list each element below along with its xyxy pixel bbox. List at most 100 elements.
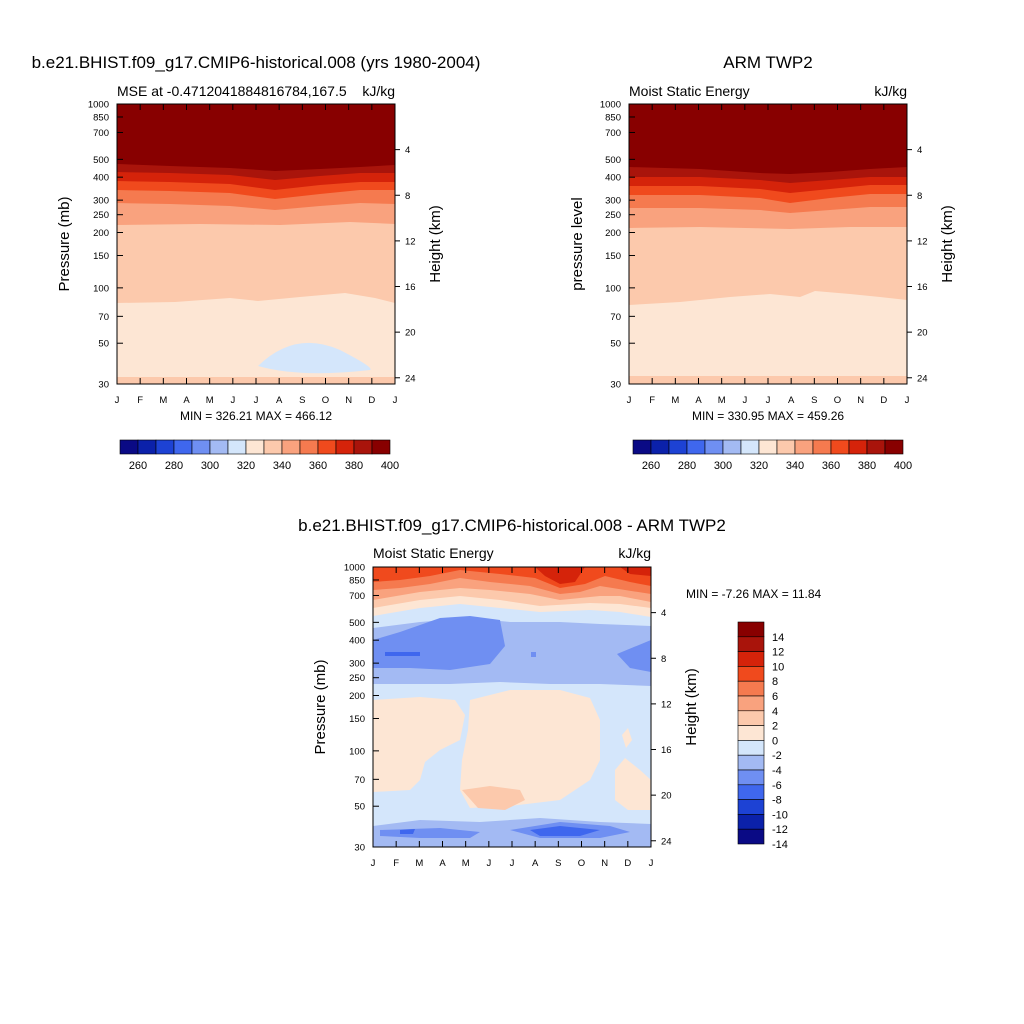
y-tick-label: 100 (93, 283, 109, 294)
x-tick-label: J (486, 858, 491, 869)
colorbar-box (776, 439, 796, 455)
band (385, 652, 420, 656)
colorbar-label: -2 (772, 750, 782, 762)
x-tick-label: A (183, 395, 190, 406)
x-tick-label: F (137, 395, 143, 406)
band (622, 728, 632, 748)
colorbar-box (686, 439, 706, 455)
y2-tick-label: 12 (661, 699, 672, 710)
x-tick-label: M (671, 395, 679, 406)
panel2-title: ARM TWP2 (723, 53, 812, 72)
colorbar-box (227, 439, 247, 455)
y-tick-label: 30 (610, 380, 621, 391)
x-tick-label: S (299, 395, 305, 406)
colorbar-box (191, 439, 211, 455)
colorbar-label: -10 (772, 809, 788, 821)
colorbar-label: -12 (772, 824, 788, 836)
panel3-stats: MIN = -7.26 MAX = 11.84 (686, 587, 822, 601)
x-tick-label: O (578, 858, 585, 869)
colorbar-box (335, 439, 355, 455)
colorbar-label: 400 (894, 460, 912, 472)
colorbar-box (737, 636, 765, 652)
x-tick-label: N (601, 858, 608, 869)
panel2-subtitle-right: kJ/kg (874, 83, 907, 99)
band (373, 697, 465, 792)
colorbar-box (245, 439, 265, 455)
colorbar-box (737, 651, 765, 667)
panel1-colorbar: 260 280 300 320 340 360 380 400 (119, 439, 399, 472)
colorbar-label: 0 (772, 735, 778, 747)
y-tick-label: 1000 (600, 100, 621, 111)
colorbar-label: 14 (772, 632, 784, 644)
colorbar-box (119, 439, 139, 455)
colorbar-label: 280 (165, 460, 183, 472)
y-tick-label: 70 (98, 312, 109, 323)
y-tick-label: 30 (98, 380, 109, 391)
y-tick-label: 300 (349, 659, 365, 670)
y2-tick-label: 4 (917, 145, 922, 156)
colorbar-box (155, 439, 175, 455)
y2-tick-label: 24 (405, 373, 416, 384)
y2-tick-label: 8 (917, 191, 922, 202)
y2-tick-label: 8 (661, 654, 666, 665)
y-tick-label: 400 (93, 173, 109, 184)
x-tick-label: J (230, 395, 235, 406)
panel2-y2-axis: 24 20 16 12 8 4 (907, 145, 928, 384)
colorbar-label: 380 (345, 460, 363, 472)
y2-tick-label: 24 (661, 836, 672, 847)
y2-tick-label: 20 (917, 328, 928, 339)
colorbar-box (317, 439, 337, 455)
x-tick-label: D (880, 395, 887, 406)
colorbar-box (848, 439, 868, 455)
colorbar-label: 400 (381, 460, 399, 472)
panel2-stats: MIN = 330.95 MAX = 459.26 (692, 409, 844, 423)
band (530, 826, 600, 836)
y-tick-label: 200 (349, 691, 365, 702)
y-tick-label: 150 (605, 251, 621, 262)
y-tick-label: 700 (605, 128, 621, 139)
colorbar-label: 360 (822, 460, 840, 472)
colorbar-box (737, 710, 765, 726)
colorbar-box (812, 439, 832, 455)
y-tick-label: 700 (349, 591, 365, 602)
y-tick-label: 50 (354, 802, 365, 813)
y2-tick-label: 16 (917, 282, 928, 293)
colorbar-box (281, 439, 301, 455)
x-tick-label: J (627, 395, 632, 406)
panel3-y2-axis: 24 20 16 12 8 4 (651, 608, 672, 847)
x-tick-label: J (649, 858, 654, 869)
colorbar-box (737, 754, 765, 771)
colorbar-box (371, 439, 391, 455)
panel1-ylabel-right: Height (km) (427, 205, 444, 283)
panel1-ylabel: Pressure (mb) (56, 196, 73, 291)
y-tick-label: 150 (349, 714, 365, 725)
x-tick-label: S (811, 395, 817, 406)
panel2-colorbar: 260 280 300 320 340 360 380 400 (632, 439, 912, 472)
y-tick-label: 300 (605, 196, 621, 207)
colorbar-box (668, 439, 688, 455)
y-tick-label: 400 (605, 173, 621, 184)
y-tick-label: 200 (605, 228, 621, 239)
y2-tick-label: 4 (661, 608, 666, 619)
x-tick-label: A (788, 395, 795, 406)
y-tick-label: 1000 (88, 100, 109, 111)
x-tick-label: J (254, 395, 259, 406)
band-low (258, 342, 371, 374)
colorbar-box (632, 439, 652, 455)
x-tick-label: A (532, 858, 539, 869)
x-tick-label: N (857, 395, 864, 406)
y-tick-label: 300 (93, 196, 109, 207)
colorbar-box (737, 769, 765, 786)
panel2-ylabel-right: Height (km) (939, 205, 956, 283)
panel3-colorbar: 14 12 10 8 6 4 2 0 -2 -4 -6 -8 -10 -12 -14 (737, 621, 788, 851)
x-tick-label: S (555, 858, 561, 869)
colorbar-label: 340 (273, 460, 291, 472)
x-tick-label: N (345, 395, 352, 406)
y-tick-label: 50 (98, 339, 109, 350)
band (535, 567, 585, 584)
colorbar-label: 10 (772, 661, 784, 673)
